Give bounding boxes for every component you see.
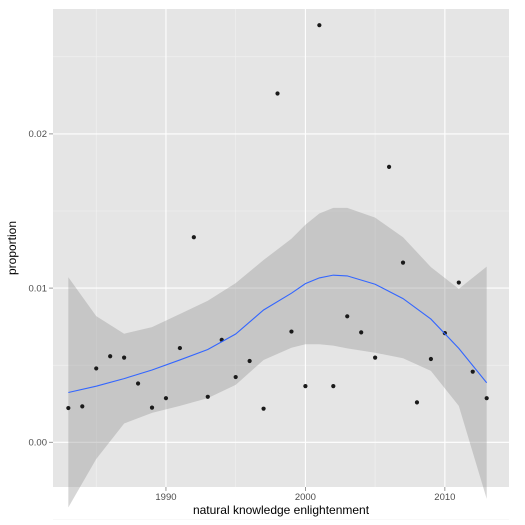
data-point <box>400 260 406 265</box>
y-axis-title: proportion <box>5 221 19 275</box>
data-point <box>470 369 475 374</box>
data-points <box>66 23 489 411</box>
x-tick-label: 2010 <box>434 492 455 503</box>
data-point <box>317 23 322 28</box>
smooth-line <box>68 274 488 394</box>
data-point <box>80 404 85 409</box>
data-point <box>428 356 434 362</box>
data-point <box>345 314 350 319</box>
axis-ticks <box>49 133 446 491</box>
data-point <box>108 354 113 359</box>
data-point <box>275 91 280 96</box>
y-tick-label: 0.02 <box>29 129 48 140</box>
data-point <box>122 355 127 360</box>
data-point <box>373 355 378 360</box>
data-point <box>386 164 392 169</box>
data-point <box>289 329 294 334</box>
data-point <box>163 396 169 401</box>
x-tick-label: 2000 <box>295 492 316 503</box>
data-point <box>484 396 489 401</box>
data-point <box>135 381 141 386</box>
data-point <box>233 374 238 380</box>
data-point <box>331 384 336 389</box>
confidence-band <box>68 207 487 508</box>
panel-background <box>53 9 509 487</box>
data-point <box>303 384 308 389</box>
y-tick-label: 0.01 <box>29 283 48 294</box>
data-point <box>94 366 99 371</box>
x-tick-label: 1990 <box>155 492 176 503</box>
data-point <box>414 400 420 405</box>
x-axis-title: natural knowledge enlightenment <box>193 503 370 517</box>
tick-labels: 1990 2000 2010 0.00 0.01 0.02 <box>29 129 456 503</box>
data-point <box>191 235 196 240</box>
data-point <box>66 405 71 411</box>
data-point <box>456 280 461 285</box>
data-point <box>177 345 182 351</box>
grid-major <box>53 9 509 487</box>
data-point <box>261 406 266 411</box>
data-point <box>149 405 155 410</box>
data-point <box>205 394 210 399</box>
y-tick-label: 0.00 <box>29 438 48 449</box>
grid-minor <box>53 9 509 520</box>
data-point <box>247 358 252 364</box>
data-point <box>359 330 364 335</box>
